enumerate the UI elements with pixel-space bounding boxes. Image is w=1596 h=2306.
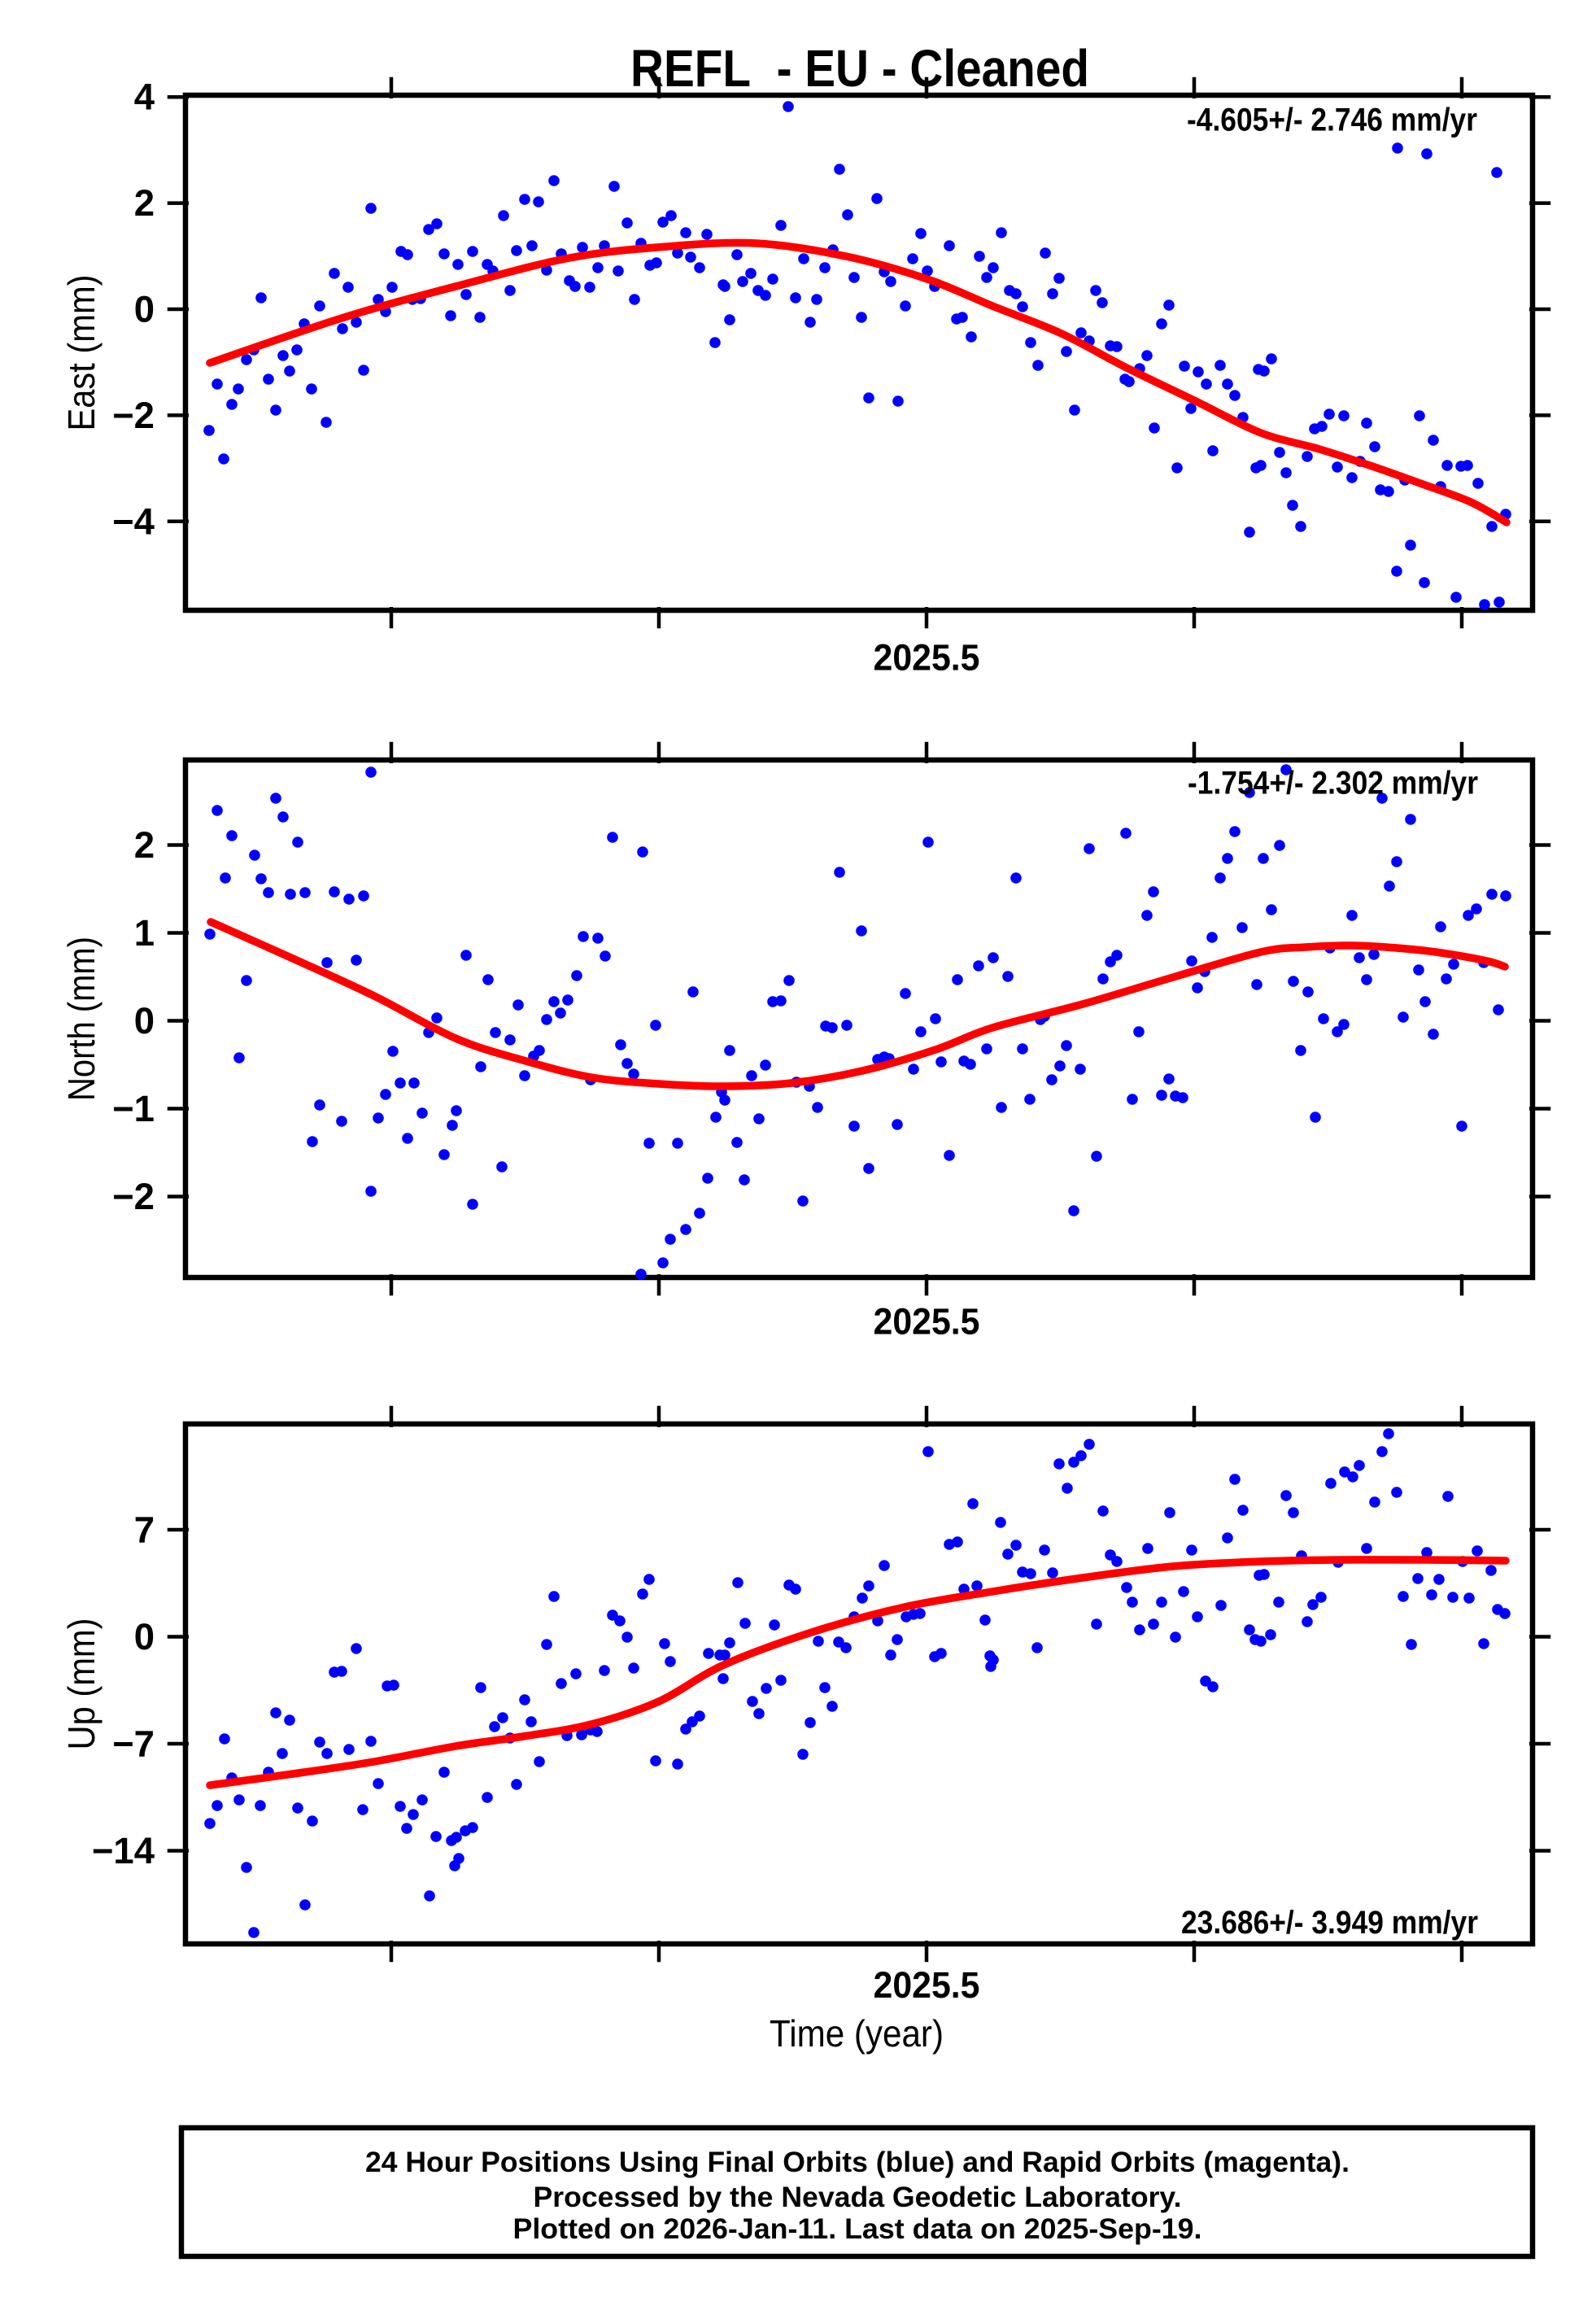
svg-text:4: 4 [134, 76, 155, 118]
svg-text:2: 2 [134, 824, 155, 866]
svg-text:2025.5: 2025.5 [874, 1964, 980, 2006]
svg-text:Up (mm): Up (mm) [60, 1618, 102, 1750]
svg-text:0: 0 [134, 289, 155, 330]
svg-text:1: 1 [134, 912, 155, 954]
svg-text:−2: −2 [112, 1176, 155, 1217]
svg-text:−14: −14 [92, 1830, 155, 1871]
svg-text:-4.605+/- 2.746 mm/yr: -4.605+/- 2.746 mm/yr [1187, 103, 1477, 138]
svg-text:−4: −4 [112, 500, 155, 542]
svg-text:2025.5: 2025.5 [874, 637, 980, 679]
svg-text:0: 0 [134, 1616, 155, 1657]
svg-text:Time (year): Time (year) [770, 2012, 944, 2055]
svg-text:REFL - EU - Cleaned: REFL - EU - Cleaned [630, 39, 1089, 98]
svg-text:−2: −2 [112, 395, 155, 436]
svg-text:East (mm): East (mm) [60, 275, 102, 431]
svg-text:Processed by the Nevada Geodet: Processed by the Nevada Geodetic Laborat… [534, 2181, 1182, 2213]
svg-text:2025.5: 2025.5 [874, 1301, 980, 1343]
svg-text:23.686+/- 3.949 mm/yr: 23.686+/- 3.949 mm/yr [1181, 1905, 1478, 1941]
svg-text:2: 2 [134, 182, 155, 224]
svg-text:24 Hour Positions Using Final: 24 Hour Positions Using Final Orbits (bl… [365, 2146, 1350, 2178]
svg-text:7: 7 [134, 1509, 155, 1551]
svg-text:0: 0 [134, 1000, 155, 1042]
svg-text:North (mm): North (mm) [60, 937, 102, 1101]
svg-text:-1.754+/- 2.302 mm/yr: -1.754+/- 2.302 mm/yr [1188, 766, 1478, 801]
svg-text:−1: −1 [112, 1088, 155, 1129]
svg-text:−7: −7 [112, 1723, 155, 1765]
svg-text:Plotted on 2026-Jan-11. Last d: Plotted on 2026-Jan-11. Last data on 202… [513, 2212, 1202, 2245]
